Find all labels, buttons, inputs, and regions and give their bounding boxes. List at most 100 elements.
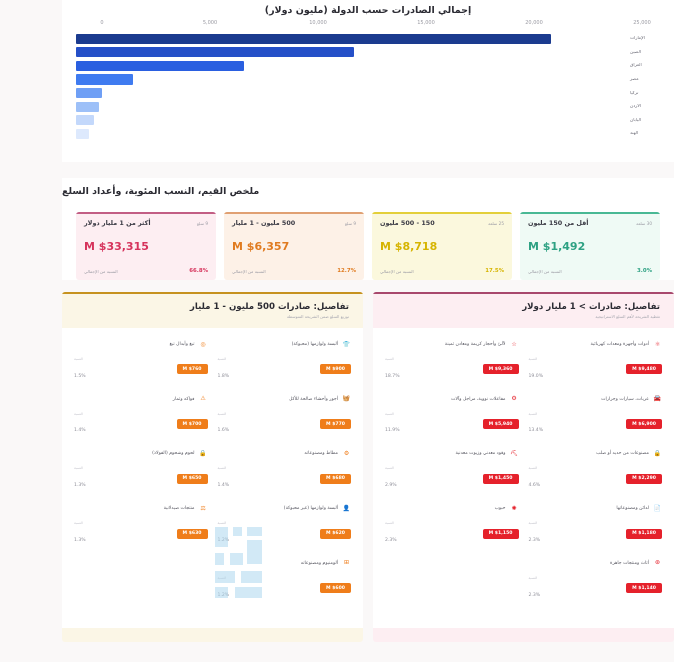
- commodity-meta-label: النسبة: [217, 411, 227, 416]
- commodity-item[interactable]: ✺ حبوب $1,150 M النسبة 2.3%: [383, 500, 521, 555]
- kpi-card[interactable]: 30 سلعة أقل من 150 مليون $1,492 M 3.0% النسب…: [520, 212, 660, 280]
- commodity-label: فواكه وثمار: [172, 396, 195, 402]
- kpi-percentage: 12.7%: [337, 268, 356, 274]
- commodity-value-badge: $6,900 M: [626, 419, 662, 430]
- commodity-percentage: 1.6%: [217, 428, 230, 434]
- bar-category-label: تركيا: [630, 90, 639, 96]
- chart-bar[interactable]: [76, 101, 100, 112]
- bar-track: [76, 32, 628, 46]
- commodity-label: مطاط ومصنوعاته: [304, 451, 338, 457]
- commodity-item[interactable]: 📄 لدائن ومصنوعاتها $1,180 M النسبة 2.3%: [527, 500, 665, 555]
- kpi-header: 9 سلع 500 مليون - 1 مليار: [232, 219, 356, 227]
- commodity-label: حبوب: [494, 506, 506, 512]
- commodity-item[interactable]: 🔒 مصنوعات من حديد أو صلب $2,290 M النسبة 4.6…: [527, 445, 665, 500]
- bar-category-label: العراق: [630, 63, 642, 69]
- chart-bar[interactable]: [76, 47, 355, 58]
- chart-bar[interactable]: [76, 74, 134, 85]
- commodity-item[interactable]: ⊛ أثاث ومنتجات جاهزة $1,140 M النسبة 2.3%: [527, 555, 665, 610]
- commodity-item[interactable]: ⚖ منتجات صيدلانية $630 M النسبة 1.3%: [72, 500, 210, 555]
- x-axis-tick: 10,000: [309, 20, 327, 26]
- chart-bar[interactable]: [76, 115, 95, 126]
- kpi-card[interactable]: 9 سلع أكثر من 1 مليار دولار $33,315 M 66.8%…: [76, 212, 216, 280]
- kpi-value: $8,718 M: [380, 240, 438, 253]
- commodity-item[interactable]: 🧺 أجور وأحشاء صالحة للأكل $770 M النسبة 1.6%: [216, 391, 354, 446]
- commodity-value-badge: $770 M: [320, 419, 351, 430]
- commodity-item[interactable]: 🔒 لحوم وشحوم (الفولاذ) $650 M النسبة 1.3%: [72, 445, 210, 500]
- commodity-item[interactable]: ⚠ فواكه وثمار $700 M النسبة 1.4%: [72, 391, 210, 446]
- commodity-meta: النسبة 1.5%: [74, 357, 86, 381]
- commodity-meta: النسبة 19.0%: [529, 357, 544, 381]
- commodity-label: مصنوعات من حديد أو صلب: [596, 451, 649, 457]
- kpi-header: 30 سلعة أقل من 150 مليون: [528, 219, 652, 227]
- commodity-meta: النسبة 1.4%: [74, 412, 86, 436]
- optics-icon: ⚙: [343, 449, 350, 457]
- commodity-percentage: 2.9%: [385, 483, 397, 489]
- commodity-item[interactable]: ☆ لآلئ وأحجار كريمة ومعادن ثمينة $9,360 M ا…: [383, 336, 521, 391]
- paper-icon: 📄: [653, 504, 662, 512]
- commodity-item[interactable]: 👕 ألبسة ولوازمها (محبوكة) $900 M النسبة 1.8%: [216, 336, 354, 391]
- commodity-value-badge: $600 M: [320, 583, 351, 594]
- chart-bar[interactable]: [76, 128, 90, 139]
- vehicles-icon: 🚘: [653, 395, 662, 403]
- commodity-item[interactable]: ⚛ أدوات وأجهزة ومعدات كهربائية $9,480 M الن…: [527, 336, 665, 391]
- commodity-item[interactable]: 👤 ألبسة ولوازمها (غير محبوكة) $620 M النسبة…: [216, 500, 354, 555]
- commodity-item-footer: $650 M النسبة 1.3%: [74, 467, 208, 490]
- cotton-icon: 🧺: [342, 395, 351, 403]
- commodity-value-badge: $650 M: [176, 473, 208, 484]
- commodity-percentage: 1.3%: [74, 483, 86, 489]
- commodity-percentage: 18.7%: [385, 373, 400, 379]
- bar-track: [76, 114, 628, 128]
- commodity-percentage: 1.2%: [217, 537, 230, 543]
- chart-bar[interactable]: [76, 33, 551, 44]
- kpi-footer-label: النسبة من الإجمالي: [528, 268, 562, 274]
- kpi-accent-bar: [224, 212, 364, 214]
- exports-by-country-chart-card: إجمالي الصادرات حسب الدولة (مليون دولار)…: [62, 0, 674, 162]
- commodity-item-header: ⚙ مفاعلات نووية، مراجل وآلات: [385, 395, 519, 404]
- chart-bar-row: الأردن: [76, 100, 654, 114]
- kpi-card[interactable]: 9 سلع 500 مليون - 1 مليار $6,357 M 12.7% الن…: [224, 212, 364, 280]
- commodity-label: تبغ وأبدال تبغ: [169, 342, 195, 347]
- bar-category-label: الإمارات: [630, 36, 645, 42]
- chart-bar-row: الإمارات: [76, 32, 654, 46]
- kpi-accent-bar: [520, 212, 660, 214]
- commodity-percentage: 11.9%: [385, 428, 400, 434]
- kpi-card[interactable]: 25 سلعة 150 - 500 مليون $8,718 M 17.5% النسب…: [372, 212, 512, 280]
- bar-category-label: الأردن: [630, 104, 642, 110]
- orepile-icon: ⛏: [510, 449, 518, 457]
- bar-category-label: اليابان: [630, 117, 642, 123]
- commodity-meta: النسبة 2.3%: [385, 521, 397, 545]
- kpi-percentage: 3.0%: [637, 268, 652, 274]
- panel-item-grid: 👕 ألبسة ولوازمها (محبوكة) $900 M النسبة 1.8%…: [62, 328, 363, 628]
- commodity-item[interactable]: ◎ تبغ وأبدال تبغ $760 M النسبة 1.5%: [72, 336, 210, 391]
- commodity-item-footer: $760 M النسبة 1.5%: [74, 357, 208, 381]
- commodity-meta-label: النسبة: [385, 466, 394, 471]
- commodity-item-header: 👕 ألبسة ولوازمها (محبوكة): [218, 340, 352, 349]
- chart-bar[interactable]: [76, 60, 244, 71]
- commodity-item[interactable]: ⚙ مفاعلات نووية، مراجل وآلات $5,940 M النسب…: [383, 391, 521, 446]
- commodity-meta: النسبة 1.8%: [218, 357, 230, 381]
- commodity-item-header: ◎ تبغ وأبدال تبغ: [74, 340, 208, 349]
- commodity-item-header: ⚠ فواكه وثمار: [74, 395, 208, 404]
- commodity-item[interactable]: ⛏ وقود معدني وزيوت معدنية $1,450 M النسبة 2.…: [383, 445, 521, 500]
- pharma-icon: ⚖: [200, 504, 206, 512]
- commodity-value-badge: $760 M: [176, 364, 208, 375]
- kpi-item-count: 9 سلع: [344, 220, 356, 226]
- commodity-item-footer: $2,290 M النسبة 4.6%: [529, 467, 662, 490]
- chart-bar-row: تركيا: [76, 86, 654, 100]
- commodity-item-header: ⛏ وقود معدني وزيوت معدنية: [385, 449, 519, 458]
- commodity-item-footer: $600 M النسبة 1.2%: [218, 576, 351, 600]
- commodity-meta: النسبة 2.9%: [385, 467, 397, 490]
- commodity-item-footer: $5,940 M النسبة 11.9%: [385, 412, 519, 436]
- bar-track: [76, 73, 628, 87]
- commodity-item[interactable]: 🚘 عربات، سيارات وجرارات $6,900 M النسبة 13.4…: [527, 391, 665, 446]
- commodity-item[interactable]: ⊞ ألومنيوم ومصنوعاته $600 M النسبة 1.2%: [216, 555, 354, 610]
- commodity-meta-label: النسبة: [385, 357, 394, 361]
- kpi-footer-label: النسبة من الإجمالي: [380, 268, 414, 274]
- commodity-meta-label: النسبة: [74, 466, 83, 471]
- bar-category-label: الصين: [630, 49, 642, 55]
- commodity-label: ألومنيوم ومصنوعاته: [300, 560, 338, 566]
- commodity-item[interactable]: ⚙ مطاط ومصنوعاته $680 M النسبة 1.4%: [216, 445, 354, 500]
- chart-bar[interactable]: [76, 87, 103, 99]
- kpi-footer: 66.8% النسبة من الإجمالي: [84, 268, 208, 274]
- commodity-item-footer: $1,150 M النسبة 2.3%: [385, 521, 519, 545]
